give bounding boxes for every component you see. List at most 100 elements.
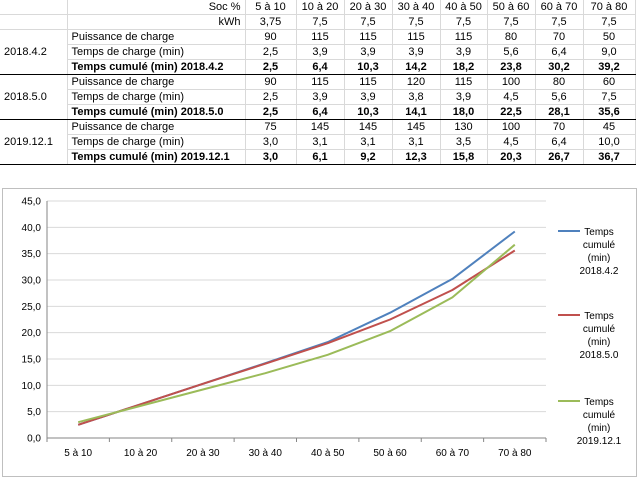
value-cell[interactable]: 7,5 — [583, 89, 636, 105]
value-cell[interactable]: 6,4 — [535, 44, 584, 60]
row-label-cell[interactable]: Temps cumulé (min) 2019.12.1 — [67, 149, 246, 165]
value-cell[interactable]: 3,8 — [392, 89, 441, 105]
value-cell[interactable]: 22,5 — [487, 104, 536, 120]
kwh-value-cell[interactable]: 3,75 — [245, 14, 297, 30]
kwh-label-cell[interactable]: kWh — [67, 14, 246, 30]
value-cell[interactable]: 145 — [392, 119, 441, 135]
value-cell[interactable]: 70 — [535, 29, 584, 45]
version-cell[interactable]: 2018.4.2 — [0, 29, 68, 75]
value-cell[interactable]: 4,5 — [487, 89, 536, 105]
value-cell[interactable]: 14,1 — [392, 104, 441, 120]
soc-range-cell[interactable]: 50 à 60 — [487, 0, 536, 15]
value-cell[interactable]: 3,9 — [296, 89, 345, 105]
value-cell[interactable]: 3,9 — [344, 89, 393, 105]
kwh-value-cell[interactable]: 7,5 — [583, 14, 636, 30]
kwh-value-cell[interactable]: 7,5 — [535, 14, 584, 30]
empty-cell[interactable] — [0, 14, 68, 30]
soc-range-cell[interactable]: 10 à 20 — [296, 0, 345, 15]
kwh-value-cell[interactable]: 7,5 — [344, 14, 393, 30]
value-cell[interactable]: 115 — [392, 29, 441, 45]
value-cell[interactable]: 26,7 — [535, 149, 584, 165]
value-cell[interactable]: 50 — [583, 29, 636, 45]
value-cell[interactable]: 5,6 — [487, 44, 536, 60]
value-cell[interactable]: 2,5 — [245, 89, 297, 105]
value-cell[interactable]: 3,9 — [296, 44, 345, 60]
soc-label-cell[interactable]: Soc % — [67, 0, 246, 15]
row-label-cell[interactable]: Puissance de charge — [67, 74, 246, 90]
value-cell[interactable]: 15,8 — [440, 149, 488, 165]
value-cell[interactable]: 4,5 — [487, 134, 536, 150]
value-cell[interactable]: 90 — [245, 74, 297, 90]
value-cell[interactable]: 115 — [296, 29, 345, 45]
kwh-value-cell[interactable]: 7,5 — [296, 14, 345, 30]
value-cell[interactable]: 3,1 — [344, 134, 393, 150]
value-cell[interactable]: 115 — [440, 74, 488, 90]
value-cell[interactable]: 3,0 — [245, 149, 297, 165]
value-cell[interactable]: 3,5 — [440, 134, 488, 150]
empty-cell[interactable] — [0, 0, 68, 15]
soc-range-cell[interactable]: 60 à 70 — [535, 0, 584, 15]
value-cell[interactable]: 3,1 — [392, 134, 441, 150]
value-cell[interactable]: 100 — [487, 119, 536, 135]
version-cell[interactable]: 2018.5.0 — [0, 74, 68, 120]
value-cell[interactable]: 2,5 — [245, 59, 297, 75]
value-cell[interactable]: 145 — [344, 119, 393, 135]
value-cell[interactable]: 10,0 — [583, 134, 636, 150]
version-cell[interactable]: 2019.12.1 — [0, 119, 68, 165]
value-cell[interactable]: 70 — [535, 119, 584, 135]
value-cell[interactable]: 115 — [440, 29, 488, 45]
value-cell[interactable]: 5,6 — [535, 89, 584, 105]
value-cell[interactable]: 75 — [245, 119, 297, 135]
value-cell[interactable]: 3,9 — [344, 44, 393, 60]
soc-range-cell[interactable]: 30 à 40 — [392, 0, 441, 15]
row-label-cell[interactable]: Temps cumulé (min) 2018.4.2 — [67, 59, 246, 75]
value-cell[interactable]: 100 — [487, 74, 536, 90]
value-cell[interactable]: 9,2 — [344, 149, 393, 165]
value-cell[interactable]: 45 — [583, 119, 636, 135]
value-cell[interactable]: 9,0 — [583, 44, 636, 60]
soc-range-cell[interactable]: 40 à 50 — [440, 0, 488, 15]
value-cell[interactable]: 90 — [245, 29, 297, 45]
value-cell[interactable]: 80 — [535, 74, 584, 90]
kwh-value-cell[interactable]: 7,5 — [392, 14, 441, 30]
value-cell[interactable]: 3,9 — [440, 44, 488, 60]
soc-range-cell[interactable]: 20 à 30 — [344, 0, 393, 15]
value-cell[interactable]: 10,3 — [344, 59, 393, 75]
value-cell[interactable]: 60 — [583, 74, 636, 90]
value-cell[interactable]: 6,4 — [296, 59, 345, 75]
value-cell[interactable]: 18,2 — [440, 59, 488, 75]
value-cell[interactable]: 115 — [344, 29, 393, 45]
value-cell[interactable]: 30,2 — [535, 59, 584, 75]
value-cell[interactable]: 39,2 — [583, 59, 636, 75]
value-cell[interactable]: 6,4 — [296, 104, 345, 120]
value-cell[interactable]: 115 — [344, 74, 393, 90]
value-cell[interactable]: 10,3 — [344, 104, 393, 120]
value-cell[interactable]: 145 — [296, 119, 345, 135]
value-cell[interactable]: 130 — [440, 119, 488, 135]
row-label-cell[interactable]: Temps de charge (min) — [67, 44, 246, 60]
row-label-cell[interactable]: Temps cumulé (min) 2018.5.0 — [67, 104, 246, 120]
kwh-value-cell[interactable]: 7,5 — [487, 14, 536, 30]
row-label-cell[interactable]: Temps de charge (min) — [67, 89, 246, 105]
value-cell[interactable]: 6,4 — [535, 134, 584, 150]
value-cell[interactable]: 6,1 — [296, 149, 345, 165]
value-cell[interactable]: 28,1 — [535, 104, 584, 120]
value-cell[interactable]: 18,0 — [440, 104, 488, 120]
value-cell[interactable]: 23,8 — [487, 59, 536, 75]
value-cell[interactable]: 2,5 — [245, 44, 297, 60]
value-cell[interactable]: 3,0 — [245, 134, 297, 150]
row-label-cell[interactable]: Temps de charge (min) — [67, 134, 246, 150]
value-cell[interactable]: 3,1 — [296, 134, 345, 150]
value-cell[interactable]: 2,5 — [245, 104, 297, 120]
value-cell[interactable]: 12,3 — [392, 149, 441, 165]
value-cell[interactable]: 80 — [487, 29, 536, 45]
value-cell[interactable]: 120 — [392, 74, 441, 90]
value-cell[interactable]: 35,6 — [583, 104, 636, 120]
kwh-value-cell[interactable]: 7,5 — [440, 14, 488, 30]
value-cell[interactable]: 115 — [296, 74, 345, 90]
row-label-cell[interactable]: Puissance de charge — [67, 119, 246, 135]
value-cell[interactable]: 36,7 — [583, 149, 636, 165]
soc-range-cell[interactable]: 5 à 10 — [245, 0, 297, 15]
row-label-cell[interactable]: Puissance de charge — [67, 29, 246, 45]
value-cell[interactable]: 14,2 — [392, 59, 441, 75]
